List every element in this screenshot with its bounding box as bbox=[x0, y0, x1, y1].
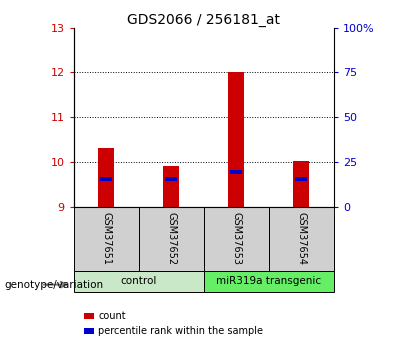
Bar bbox=[204, 271, 334, 292]
Bar bbox=[204, 207, 269, 271]
Text: GSM37652: GSM37652 bbox=[166, 212, 176, 265]
Title: GDS2066 / 256181_at: GDS2066 / 256181_at bbox=[127, 12, 280, 27]
Text: GSM37653: GSM37653 bbox=[231, 212, 241, 265]
Bar bbox=[100, 177, 112, 181]
Bar bbox=[228, 71, 244, 207]
Text: GSM37654: GSM37654 bbox=[297, 212, 306, 265]
Bar bbox=[74, 207, 139, 271]
Bar bbox=[163, 166, 179, 207]
Bar bbox=[98, 148, 114, 207]
Bar bbox=[295, 177, 307, 181]
Text: GSM37651: GSM37651 bbox=[101, 212, 111, 265]
Bar bbox=[230, 170, 242, 174]
Bar bbox=[74, 271, 204, 292]
Text: miR319a transgenic: miR319a transgenic bbox=[216, 276, 321, 286]
Bar bbox=[293, 161, 310, 207]
Text: genotype/variation: genotype/variation bbox=[4, 280, 103, 289]
Bar bbox=[139, 207, 204, 271]
Text: percentile rank within the sample: percentile rank within the sample bbox=[98, 326, 263, 336]
Text: control: control bbox=[121, 276, 157, 286]
Text: count: count bbox=[98, 311, 126, 321]
Bar bbox=[269, 207, 334, 271]
Bar bbox=[165, 177, 177, 181]
